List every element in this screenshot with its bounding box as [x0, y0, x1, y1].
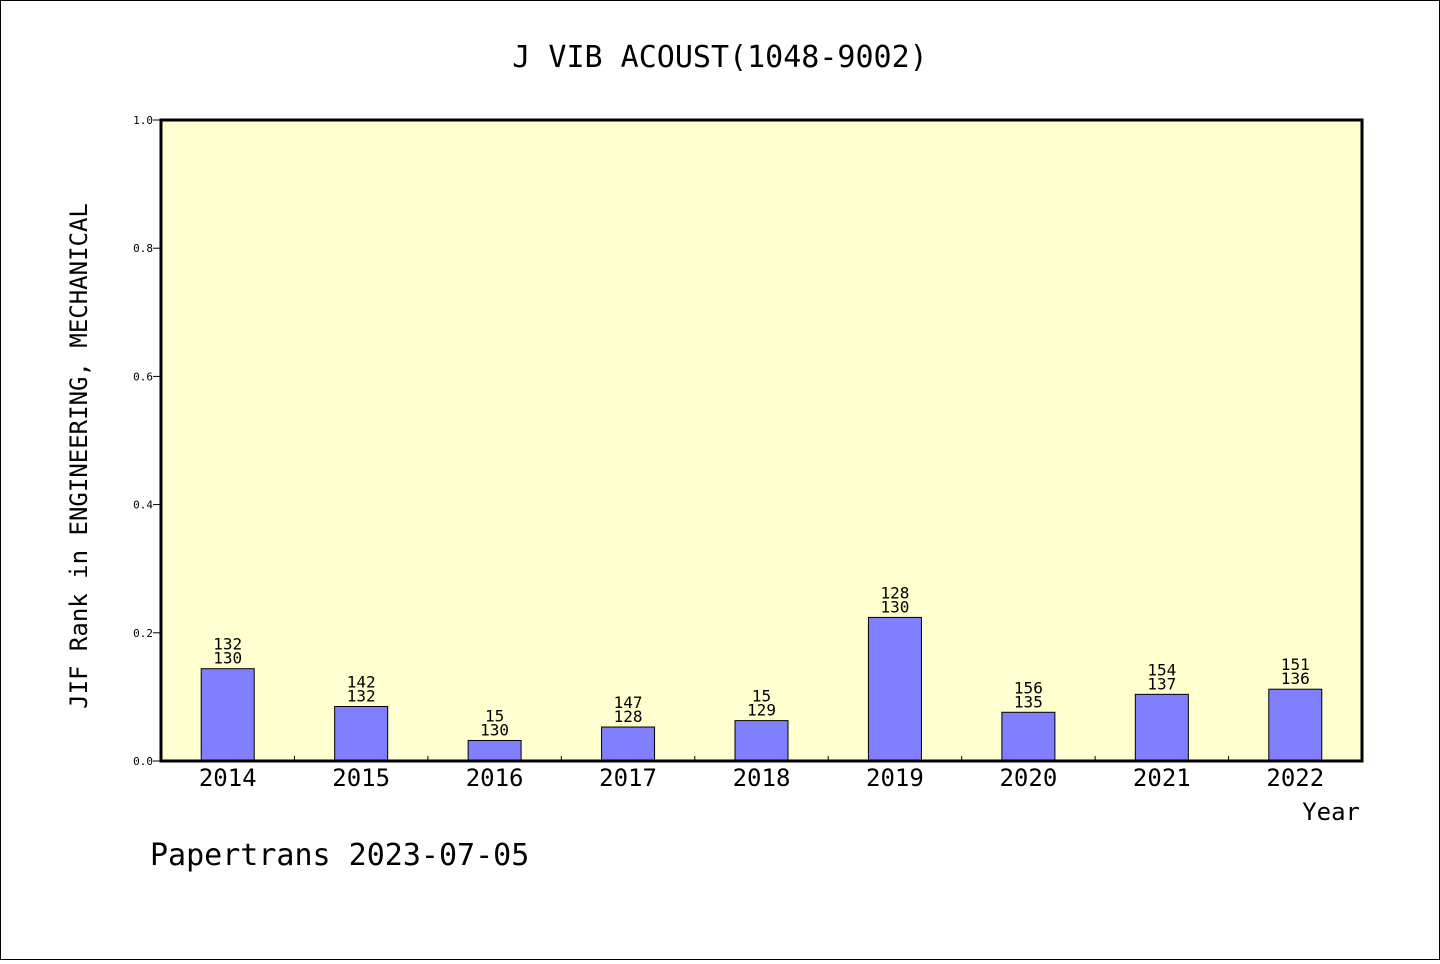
bar-2022 [1268, 688, 1323, 762]
bar-2017 [601, 726, 656, 762]
x-tick-label: 2014 [199, 764, 257, 792]
y-axis-ticks: 0.0 0.2 0.4 0.6 0.8 1.0 [133, 114, 161, 768]
bar-label-bottom: 130 [213, 649, 242, 668]
bar-label-top: 132 [213, 635, 242, 654]
bar-label-top: 15 [485, 706, 504, 725]
x-tick-label: 2015 [332, 764, 390, 792]
bar-2015 [334, 706, 389, 762]
bar-label-bottom: 136 [1281, 669, 1310, 688]
bar-label-top: 142 [347, 673, 376, 692]
x-axis-label: Year [1302, 798, 1360, 826]
bar-2020 [1001, 711, 1056, 762]
bar-2014 [200, 668, 255, 762]
y-tick-label: 0.4 [133, 499, 153, 512]
y-axis-label: JIF Rank in ENGINEERING, MECHANICAL [65, 203, 93, 709]
bar-2019 [867, 616, 922, 762]
bar-label-bottom: 135 [1014, 692, 1043, 711]
footer-text: Papertrans 2023-07-05 [150, 838, 529, 873]
x-tick-label: 2019 [866, 764, 924, 792]
bar-label-bottom: 132 [347, 687, 376, 706]
bar-label-bottom: 129 [747, 701, 776, 720]
bar-2018 [734, 720, 789, 762]
x-tick-label: 2021 [1133, 764, 1191, 792]
y-tick-label: 0.0 [133, 755, 153, 768]
x-tick-label: 2016 [466, 764, 524, 792]
bars-group: 1321301421321513014712815129128130156135… [200, 583, 1323, 762]
bar-label-top: 147 [614, 693, 643, 712]
bar-label-bottom: 130 [480, 720, 509, 739]
bar-label-top: 156 [1014, 678, 1043, 697]
bar-label-top: 154 [1147, 660, 1176, 679]
bar-label-bottom: 128 [614, 707, 643, 726]
bar-label-top: 151 [1281, 655, 1310, 674]
bar-label-bottom: 137 [1147, 674, 1176, 693]
x-tick-label: 2018 [733, 764, 791, 792]
bar-label-top: 15 [752, 687, 771, 706]
y-tick-label: 0.8 [133, 242, 153, 255]
x-tick-label: 2020 [999, 764, 1057, 792]
y-tick-label: 1.0 [133, 114, 153, 127]
bar-2016 [467, 739, 522, 762]
bar-2021 [1134, 693, 1189, 762]
plot-border [159, 118, 1364, 763]
x-tick-label: 2022 [1266, 764, 1324, 792]
bar-label-bottom: 130 [880, 597, 909, 616]
x-axis-ticks: 2014 2015 2016 2017 2018 2019 2020 2021 2022 [199, 756, 1324, 792]
chart-title: J VIB ACOUST(1048-9002) [512, 40, 927, 75]
x-tick-label: 2017 [599, 764, 657, 792]
y-tick-label: 0.6 [133, 370, 153, 383]
plot-area [161, 120, 1362, 761]
bar-label-top: 128 [880, 583, 909, 602]
y-tick-label: 0.2 [133, 627, 153, 640]
